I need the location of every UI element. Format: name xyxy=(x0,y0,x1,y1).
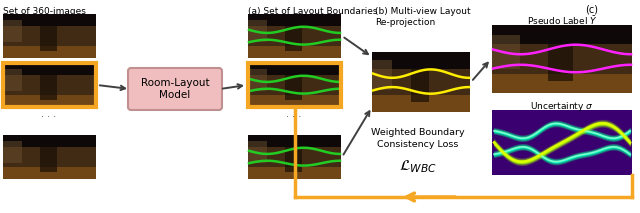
Text: Pseudo Label $\bar{Y}$: Pseudo Label $\bar{Y}$ xyxy=(527,14,597,27)
Bar xyxy=(248,167,341,179)
Bar xyxy=(492,74,632,93)
Bar xyxy=(372,52,470,69)
Bar xyxy=(3,63,96,107)
Bar xyxy=(3,135,96,147)
Bar xyxy=(285,147,302,171)
Bar xyxy=(372,52,470,112)
Bar xyxy=(3,63,96,75)
Text: $\mathcal{L}_{WBC}$: $\mathcal{L}_{WBC}$ xyxy=(399,158,437,175)
Bar xyxy=(40,26,57,50)
Bar xyxy=(3,46,96,58)
Bar xyxy=(3,20,22,42)
Bar xyxy=(3,26,96,46)
Text: (b) Multi-view Layout
Re-projection: (b) Multi-view Layout Re-projection xyxy=(375,7,470,27)
Text: (a) Set of Layout Boundaries: (a) Set of Layout Boundaries xyxy=(248,7,378,16)
Bar xyxy=(248,95,341,107)
Bar xyxy=(3,14,96,58)
Bar xyxy=(412,69,429,102)
Text: Uncertainty $\sigma$: Uncertainty $\sigma$ xyxy=(531,100,594,113)
Bar xyxy=(3,75,96,95)
Bar xyxy=(3,135,96,179)
Bar xyxy=(372,95,470,112)
Bar xyxy=(248,135,341,179)
Bar xyxy=(3,147,96,167)
Bar xyxy=(492,25,632,93)
Bar xyxy=(372,69,470,95)
Bar xyxy=(248,63,341,75)
Bar xyxy=(3,14,96,26)
Bar xyxy=(40,75,57,99)
Bar xyxy=(248,147,341,167)
FancyBboxPatch shape xyxy=(128,68,222,110)
Text: · · ·: · · · xyxy=(286,112,301,122)
Text: Weighted Boundary
Consistency Loss: Weighted Boundary Consistency Loss xyxy=(371,128,465,149)
Bar xyxy=(492,25,632,44)
Bar xyxy=(492,110,632,175)
Text: Room-Layout
Model: Room-Layout Model xyxy=(141,78,209,100)
Bar xyxy=(3,63,96,107)
Bar xyxy=(248,14,341,26)
Bar xyxy=(3,95,96,107)
Bar xyxy=(372,60,392,90)
Bar xyxy=(285,26,302,50)
Bar xyxy=(248,135,341,147)
Bar xyxy=(285,75,302,99)
Bar xyxy=(248,14,341,58)
Text: (c): (c) xyxy=(586,4,598,14)
Text: Set of 360-images: Set of 360-images xyxy=(3,7,86,16)
Bar xyxy=(248,26,341,46)
Bar xyxy=(40,147,57,171)
Bar xyxy=(492,44,632,74)
Bar xyxy=(248,75,341,95)
Bar xyxy=(3,167,96,179)
Bar xyxy=(248,63,341,107)
Bar xyxy=(492,35,520,69)
Bar xyxy=(3,69,22,91)
Bar xyxy=(248,69,267,91)
Bar xyxy=(248,63,341,107)
Bar xyxy=(248,46,341,58)
Bar xyxy=(248,20,267,42)
Bar xyxy=(548,44,573,81)
Bar xyxy=(3,141,22,163)
Text: · · ·: · · · xyxy=(42,112,56,122)
Bar xyxy=(248,141,267,163)
